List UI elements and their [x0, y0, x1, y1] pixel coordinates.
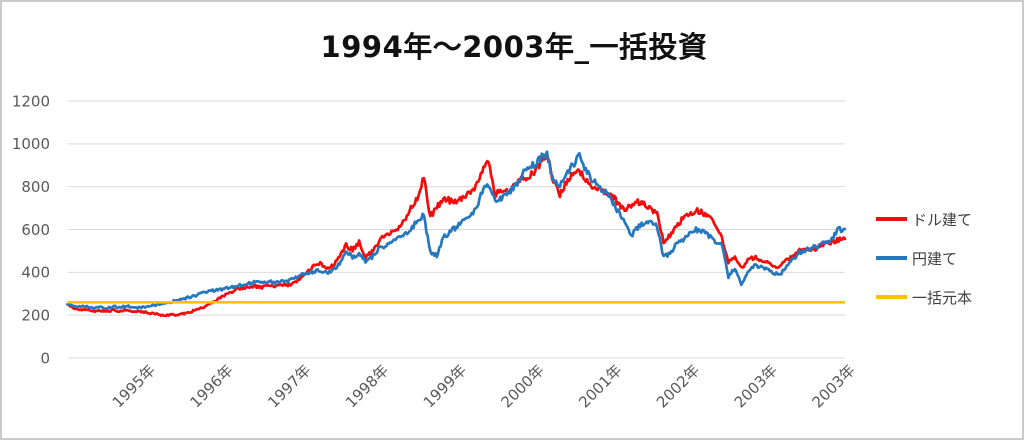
y-tick-label: 1200	[12, 92, 50, 110]
x-tick-label: 2002年	[653, 361, 703, 411]
legend-line-dollar-icon	[876, 217, 907, 221]
y-tick-label: 600	[21, 221, 50, 239]
legend-item-principal: 一括元本	[876, 285, 1022, 309]
chart-legend: ドル建て 円建て 一括元本	[876, 207, 1022, 324]
x-tick-label: 1995年	[109, 361, 159, 411]
legend-item-yen: 円建て	[876, 246, 1022, 270]
legend-label-dollar: ドル建て	[912, 210, 973, 229]
y-tick-label: 0	[40, 349, 50, 367]
x-tick-label: 1997年	[264, 361, 314, 411]
x-tick-label: 2000年	[497, 361, 547, 411]
x-tick-label: 2003年	[731, 361, 781, 411]
legend-item-dollar: ドル建て	[876, 207, 1022, 231]
x-tick-label: 1999年	[420, 361, 470, 411]
y-tick-label: 800	[21, 178, 50, 196]
y-tick-label: 200	[21, 306, 50, 324]
series-line-0	[66, 153, 847, 318]
series-line-1	[66, 150, 847, 311]
legend-line-principal-icon	[876, 295, 907, 299]
y-axis-labels: 0 200 400 600 800 1000 1200	[12, 92, 50, 367]
x-tick-label: 2001年	[575, 361, 625, 411]
x-tick-label: 2003年	[808, 361, 858, 411]
x-tick-label: 1998年	[342, 361, 392, 411]
x-axis-labels: 1995年 1996年 1997年 1998年 1999年 2000年 2001年 2002年…	[109, 361, 859, 411]
y-tick-label: 1000	[12, 135, 50, 153]
x-tick-label: 1996年	[186, 361, 236, 411]
gridlines	[67, 100, 845, 359]
legend-label-yen: 円建て	[912, 249, 958, 268]
y-tick-label: 400	[21, 264, 50, 282]
legend-line-yen-icon	[876, 256, 907, 260]
legend-label-principal: 一括元本	[912, 288, 973, 307]
chart-title: 1994年～2003年_一括投資	[320, 30, 708, 64]
